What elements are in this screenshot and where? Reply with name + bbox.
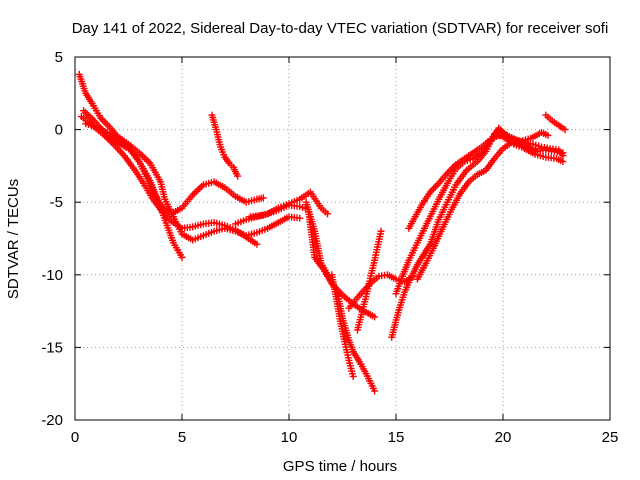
- x-tick-label: 5: [178, 429, 186, 446]
- x-tick-label: 10: [281, 429, 298, 446]
- plot-frame: [74, 56, 611, 421]
- data-point: [377, 227, 385, 235]
- data-marks: [75, 70, 569, 395]
- series-sat-k: [353, 227, 385, 334]
- data-point: [324, 210, 332, 218]
- series-sat-d: [82, 120, 304, 244]
- data-point: [371, 387, 379, 395]
- y-tick-label: 0: [55, 122, 63, 139]
- data-point: [561, 126, 569, 134]
- data-point: [544, 131, 552, 139]
- x-tick-label: 20: [495, 429, 512, 446]
- grid-lines: [75, 57, 610, 420]
- data-point: [259, 194, 267, 202]
- data-point: [178, 253, 186, 261]
- chart-title: Day 141 of 2022, Sidereal Day-to-day VTE…: [72, 20, 609, 37]
- series-sat-l: [388, 130, 567, 341]
- data-point: [253, 240, 261, 248]
- data-point: [234, 172, 242, 180]
- axis-ticks: 0 5 10 15 20 25 -20 -15 -10 -5 0 5: [41, 49, 618, 446]
- series-sat-e: [208, 111, 242, 180]
- data-point: [559, 152, 567, 160]
- y-tick-label: -10: [41, 267, 63, 284]
- y-tick-label: -20: [41, 412, 63, 429]
- y-tick-label: 5: [55, 49, 63, 66]
- series-sat-o: [405, 131, 567, 232]
- x-tick-label: 15: [388, 429, 405, 446]
- series-sat-i: [328, 271, 357, 380]
- y-tick-label: -5: [50, 194, 63, 211]
- series-sat-p: [542, 111, 569, 134]
- y-axis-label: SDTVAR / TECUs: [5, 179, 22, 299]
- x-axis-label: GPS time / hours: [283, 458, 397, 475]
- x-tick-label: 0: [71, 429, 79, 446]
- data-point: [349, 372, 357, 380]
- x-tick-label: 25: [602, 429, 619, 446]
- data-point: [371, 313, 379, 321]
- data-point: [296, 214, 304, 222]
- y-tick-label: -15: [41, 339, 63, 356]
